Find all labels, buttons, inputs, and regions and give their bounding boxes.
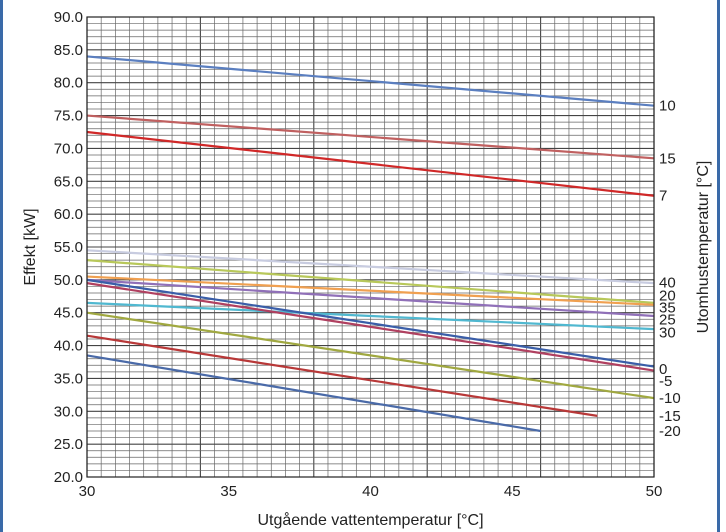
y-tick-label: 50.0: [54, 272, 83, 289]
series-label-25: 25: [659, 311, 676, 328]
series-line--10: [86, 311, 655, 400]
y-tick-label: 20.0: [54, 469, 83, 486]
y-tick-label: 40.0: [54, 338, 83, 355]
y-tick-label: 35.0: [54, 370, 83, 387]
y-tick-label: 60.0: [54, 206, 83, 223]
y-tick-label: 45.0: [54, 305, 83, 322]
series-label-30: 30: [659, 324, 676, 341]
series-line-0: [86, 278, 655, 368]
series-label--10: -10: [659, 390, 681, 407]
x-tick-label: 50: [646, 483, 663, 500]
series-line-25: [86, 278, 655, 318]
x-tick-label: 35: [220, 483, 237, 500]
series-label--5: -5: [659, 373, 672, 390]
series-line-40: [86, 249, 655, 285]
chart-svg: 20.0 25.0 30.0 35.0 40.0 45.0 50.0 55.0 60.0 65.0…: [22, 9, 712, 529]
x-tick-label: 30: [79, 483, 96, 500]
series-label-10: 10: [659, 98, 676, 115]
series-label--15: -15: [659, 408, 681, 425]
series-line--5: [86, 282, 655, 372]
series-line-20: [86, 259, 655, 304]
series-line-15: [86, 114, 655, 160]
x-tick-label: 45: [504, 483, 521, 500]
y-tick-label: 30.0: [54, 403, 83, 420]
series-label-0: 0: [659, 361, 667, 378]
y-tick-label: 65.0: [54, 173, 83, 190]
grid-layer: [86, 16, 655, 478]
y-tick-label: 70.0: [54, 140, 83, 157]
series-label-7: 7: [659, 188, 667, 205]
series-line-30: [86, 301, 655, 331]
y-tick-label: 55.0: [54, 239, 83, 256]
y-tick-label: 25.0: [54, 436, 83, 453]
series-line-7: [86, 130, 655, 197]
series-label-20: 20: [659, 288, 676, 305]
series-label-35: 35: [659, 299, 676, 316]
series-line-35: [86, 275, 655, 306]
series-line--20: [86, 354, 541, 433]
y-tick-label: 90.0: [54, 9, 83, 26]
y-tick-label: 75.0: [54, 108, 83, 125]
x-tick-label: 40: [362, 483, 379, 500]
y-tick-label: 80.0: [54, 75, 83, 92]
series-line--15: [86, 334, 598, 417]
y-tick-label: 85.0: [54, 42, 83, 59]
plot-border: [86, 16, 655, 478]
series-line-10: [86, 55, 655, 107]
y-axis-title: Effekt [kW]: [22, 208, 39, 285]
x-axis-title: Utgående vattentemperatur [°C]: [257, 511, 483, 529]
series-label-15: 15: [659, 150, 676, 167]
right-axis-title: Utomhustemperatur [°C]: [695, 161, 712, 334]
series-layer: [86, 55, 655, 433]
series-label--20: -20: [659, 423, 681, 440]
tick-layer: 20.0 25.0 30.0 35.0 40.0 45.0 50.0 55.0 60.0 65.0…: [54, 9, 663, 500]
series-label-40: 40: [659, 274, 676, 291]
